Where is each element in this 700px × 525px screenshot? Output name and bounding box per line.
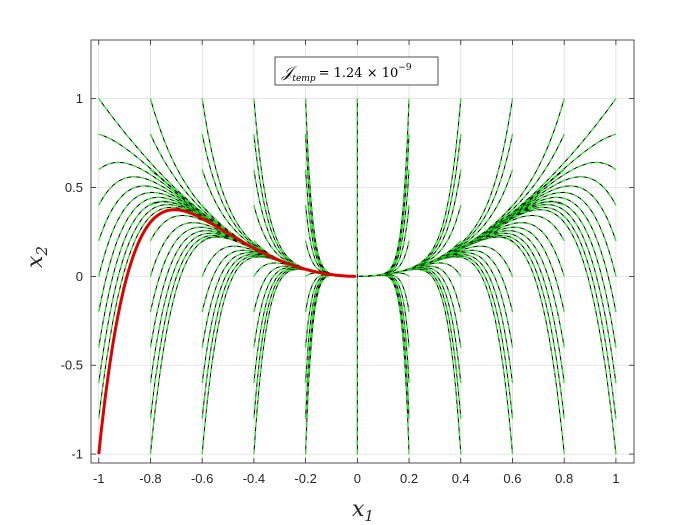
trajectory-reference xyxy=(201,255,356,419)
x-tick-label: 0.2 xyxy=(400,471,418,486)
trajectory-estimate xyxy=(253,268,356,455)
annotation-subscript: temp xyxy=(292,74,315,84)
x-tick-label: 0.4 xyxy=(452,471,470,486)
trajectory-reference xyxy=(358,274,410,419)
trajectory-estimate xyxy=(305,274,356,419)
trajectory-estimate xyxy=(358,266,462,348)
trajectory-estimate xyxy=(358,134,410,277)
trajectory-reference xyxy=(358,200,617,348)
trajectory-estimate xyxy=(358,200,617,348)
x-tick-label: -0.6 xyxy=(191,471,213,486)
x-tick-label: 0.8 xyxy=(555,471,573,486)
trajectory-estimate xyxy=(358,234,565,419)
trajectory-reference xyxy=(358,268,462,419)
x-tick-label: 1 xyxy=(612,471,619,486)
trajectory-curves xyxy=(98,98,617,455)
annotation-exponent: −9 xyxy=(398,63,412,73)
trajectory-reference xyxy=(305,274,356,419)
trajectory-estimate xyxy=(305,134,356,277)
trajectory-estimate xyxy=(149,234,356,419)
y-tick-label: -1 xyxy=(71,447,83,462)
x-tick-label: -0.8 xyxy=(139,471,161,486)
trajectory-estimate xyxy=(358,274,410,419)
trajectory-estimate xyxy=(358,176,617,277)
trajectory-estimate xyxy=(253,267,356,384)
trajectory-reference xyxy=(358,206,617,419)
axes-box xyxy=(90,39,635,464)
x-tick-label: -0.4 xyxy=(243,471,265,486)
trajectory-reference xyxy=(358,267,462,348)
trajectory-estimate xyxy=(358,206,617,419)
trajectory-estimate xyxy=(358,268,462,455)
trajectory-estimate xyxy=(358,204,513,277)
trajectory-reference xyxy=(358,222,565,277)
trajectory-estimate xyxy=(358,221,565,277)
y-tick-label: 1 xyxy=(76,91,83,106)
trajectory-estimate xyxy=(98,191,356,277)
trajectory-estimate xyxy=(201,255,356,419)
trajectory-reference xyxy=(253,268,356,419)
trajectory-estimate xyxy=(98,200,356,348)
axis-ticks: -1 -0.8 -0.6 -0.4 -0.2 0 0.2 0.4 0.6 0.8 1 -1 -0.5 0 0… xyxy=(61,40,634,486)
trajectory-estimate xyxy=(201,204,356,277)
trajectory-estimate xyxy=(201,245,356,277)
trajectory-reference xyxy=(201,204,356,277)
trajectory-estimate xyxy=(358,133,565,277)
highlighted-trajectory xyxy=(97,208,356,455)
y-tick-label: 0.5 xyxy=(65,180,83,195)
y-axis-label-subscript: 2 xyxy=(33,246,51,257)
trajectory-estimate xyxy=(149,133,356,277)
trajectory-estimate xyxy=(358,255,514,419)
annotation-box: 𝒥temp = 1.24 × 10−9 xyxy=(274,56,439,86)
trajectory-reference xyxy=(358,255,513,419)
trajectory-reference xyxy=(253,267,356,384)
optimal-trajectory xyxy=(97,208,356,455)
x-axis-label-subscript: 1 xyxy=(364,507,374,525)
trajectory-reference xyxy=(358,267,462,384)
x-axis-label-base: x xyxy=(352,497,365,522)
x-tick-label: 0 xyxy=(354,471,361,486)
trajectory-estimate xyxy=(253,266,356,348)
trajectory-reference xyxy=(253,267,356,348)
trajectory-reference xyxy=(358,134,410,277)
trajectory-reference xyxy=(358,234,565,419)
grid-lines xyxy=(91,40,634,463)
trajectory-estimate xyxy=(358,268,462,419)
y-tick-label: 0 xyxy=(76,269,83,284)
x-axis-label: x1 xyxy=(352,497,374,525)
annotation-equals: = 1.24 × 10 xyxy=(319,66,399,81)
trajectory-estimate xyxy=(150,169,356,277)
trajectory-estimate xyxy=(358,209,617,455)
trajectory-reference xyxy=(358,204,513,277)
trajectory-reference xyxy=(253,268,356,455)
trajectory-estimate xyxy=(358,267,462,384)
trajectory-estimate xyxy=(98,176,356,277)
trajectory-reference xyxy=(358,268,462,455)
x-tick-label: -1 xyxy=(93,471,105,486)
y-tick-label: -0.5 xyxy=(61,358,83,373)
x-tick-label: -0.2 xyxy=(294,471,316,486)
y-axis-label: x2 xyxy=(23,246,51,268)
y-axis-label-base: x xyxy=(23,255,48,268)
trajectory-estimate xyxy=(358,191,617,277)
trajectory-estimate xyxy=(358,98,617,277)
trajectory-estimate xyxy=(253,268,356,419)
trajectory-reference xyxy=(150,234,356,419)
trajectory-estimate xyxy=(358,245,514,277)
trajectory-reference xyxy=(305,134,356,277)
x-tick-label: 0.6 xyxy=(503,471,521,486)
trajectory-reference xyxy=(98,200,356,348)
